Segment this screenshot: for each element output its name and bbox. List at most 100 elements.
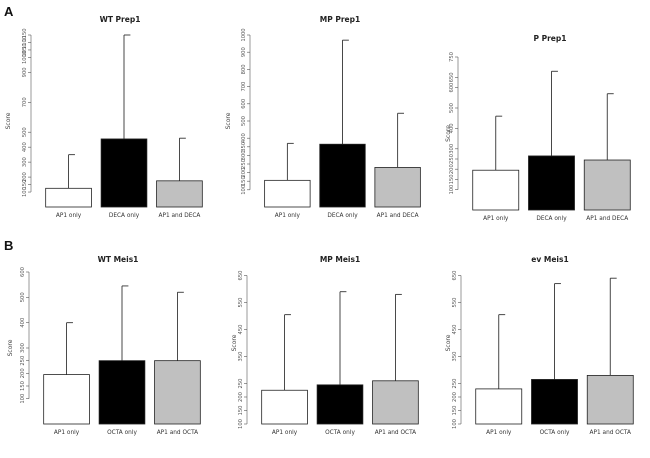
y-tick-label: 100 bbox=[241, 185, 247, 195]
x-category-label: AP1 and OCTA bbox=[590, 430, 631, 436]
y-axis-label: Score bbox=[445, 334, 452, 351]
y-axis-label: Score bbox=[5, 112, 12, 129]
y-tick-label: 700 bbox=[241, 82, 247, 92]
y-tick-label: 550 bbox=[452, 298, 458, 308]
y-tick-label: 500 bbox=[20, 292, 26, 302]
y-tick-label: 200 bbox=[241, 168, 247, 178]
y-tick-label: 150 bbox=[22, 180, 28, 190]
y-axis-label: Score bbox=[445, 125, 452, 142]
bar-2 bbox=[316, 384, 364, 425]
y-tick-label: 650 bbox=[238, 271, 244, 281]
y-axis-label: Score bbox=[231, 334, 238, 351]
y-tick-label: 250 bbox=[20, 356, 26, 366]
x-category-label: AP1 only bbox=[483, 216, 509, 222]
y-tick-label: 150 bbox=[449, 174, 455, 184]
chart-title: WT Prep1 bbox=[100, 15, 141, 24]
y-tick-label: 100 bbox=[452, 419, 458, 429]
y-tick-label: 1150 bbox=[22, 28, 28, 41]
chart-title: WT Meis1 bbox=[98, 255, 139, 264]
chart-title: P Prep1 bbox=[534, 34, 567, 43]
x-category-label: OCTA only bbox=[325, 430, 355, 436]
y-tick-label: 100 bbox=[20, 394, 26, 404]
y-tick-label: 100 bbox=[449, 185, 455, 195]
y-tick-label: 250 bbox=[241, 159, 247, 169]
y-tick-label: 100 bbox=[22, 187, 28, 197]
bar-3 bbox=[154, 360, 201, 425]
bar-1 bbox=[472, 169, 520, 211]
y-tick-label: 100 bbox=[238, 419, 244, 429]
y-tick-label: 200 bbox=[452, 392, 458, 402]
charts-group: WT Prep1Score100150200300400500700900100… bbox=[5, 15, 634, 436]
chart-6: ev Meis1 Score 100 150 200 250 350 450 550 650 AP1… bbox=[445, 255, 634, 436]
y-tick-label: 300 bbox=[22, 157, 28, 167]
bar-2 bbox=[100, 138, 148, 208]
x-category-label: OCTA only bbox=[107, 430, 137, 436]
y-tick-label: 150 bbox=[20, 381, 26, 391]
y-tick-label: 600 bbox=[20, 267, 26, 277]
bar-2 bbox=[528, 155, 575, 211]
y-tick-label: 600 bbox=[241, 99, 247, 109]
y-tick-label: 350 bbox=[452, 352, 458, 362]
panel-label-a: A bbox=[4, 4, 14, 19]
y-tick-label: 150 bbox=[241, 176, 247, 186]
y-tick-label: 550 bbox=[238, 298, 244, 308]
x-category-label: AP1 only bbox=[275, 213, 301, 219]
y-tick-label: 450 bbox=[452, 325, 458, 335]
y-tick-label: 400 bbox=[449, 123, 455, 133]
bar-1 bbox=[43, 374, 90, 425]
y-tick-label: 500 bbox=[22, 127, 28, 137]
y-tick-label: 500 bbox=[449, 103, 455, 113]
y-tick-label: 300 bbox=[241, 150, 247, 160]
x-category-label: DECA only bbox=[327, 213, 358, 219]
bar-3 bbox=[583, 159, 631, 211]
x-category-label: DECA only bbox=[536, 216, 567, 222]
y-tick-label: 250 bbox=[452, 379, 458, 389]
x-category-label: AP1 and OCTA bbox=[375, 430, 416, 436]
y-tick-label: 200 bbox=[449, 164, 455, 174]
bar-3 bbox=[586, 374, 634, 425]
y-tick-label: 650 bbox=[449, 72, 455, 82]
x-category-label: AP1 only bbox=[56, 213, 82, 219]
y-tick-label: 1050 bbox=[22, 43, 28, 56]
y-tick-label: 450 bbox=[238, 325, 244, 335]
y-tick-label: 1100 bbox=[22, 36, 28, 49]
x-category-label: AP1 and DECA bbox=[586, 216, 628, 222]
y-axis-label: Score bbox=[225, 112, 232, 129]
x-category-label: AP1 and DECA bbox=[377, 213, 419, 219]
y-tick-label: 200 bbox=[20, 368, 26, 378]
y-tick-label: 250 bbox=[238, 379, 244, 389]
bar-1 bbox=[264, 179, 311, 208]
y-tick-label: 750 bbox=[449, 52, 455, 62]
chart-4: WT Meis1 Score 100 150 200 250 300 400 500 600 AP1… bbox=[7, 255, 201, 436]
y-tick-label: 500 bbox=[241, 116, 247, 126]
chart-title: MP Prep1 bbox=[320, 15, 360, 24]
chart-title: MP Meis1 bbox=[320, 255, 360, 264]
y-tick-label: 800 bbox=[241, 64, 247, 74]
y-tick-label: 150 bbox=[238, 406, 244, 416]
bar-2 bbox=[531, 379, 578, 425]
bar-1 bbox=[45, 187, 92, 208]
x-category-label: AP1 only bbox=[54, 430, 80, 436]
y-tick-label: 1000 bbox=[22, 51, 28, 64]
y-tick-label: 300 bbox=[449, 144, 455, 154]
bar-1 bbox=[261, 389, 308, 425]
y-tick-label: 900 bbox=[241, 47, 247, 57]
panel-label-b: B bbox=[4, 238, 13, 253]
x-category-label: DECA only bbox=[109, 213, 140, 219]
bar-3 bbox=[372, 380, 419, 425]
x-category-label: AP1 and OCTA bbox=[157, 430, 198, 436]
chart-5: MP Meis1 Score 100 150 200 250 350 450 550 650 AP1… bbox=[231, 255, 419, 436]
bar-2 bbox=[98, 360, 146, 425]
y-tick-label: 400 bbox=[241, 133, 247, 143]
y-tick-label: 200 bbox=[238, 392, 244, 402]
y-tick-label: 350 bbox=[238, 352, 244, 362]
y-tick-label: 250 bbox=[449, 154, 455, 164]
y-tick-label: 300 bbox=[20, 343, 26, 353]
bar-1 bbox=[475, 388, 523, 425]
y-tick-label: 900 bbox=[22, 67, 28, 77]
y-tick-label: 400 bbox=[22, 142, 28, 152]
y-tick-label: 700 bbox=[22, 97, 28, 107]
